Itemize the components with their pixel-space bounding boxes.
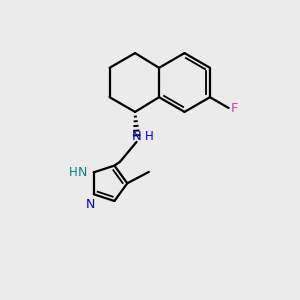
Text: N: N xyxy=(86,198,95,211)
Text: N: N xyxy=(132,130,142,143)
Text: H: H xyxy=(68,166,77,179)
Text: H: H xyxy=(145,130,154,143)
Text: F: F xyxy=(230,101,238,115)
Text: N: N xyxy=(78,166,87,179)
